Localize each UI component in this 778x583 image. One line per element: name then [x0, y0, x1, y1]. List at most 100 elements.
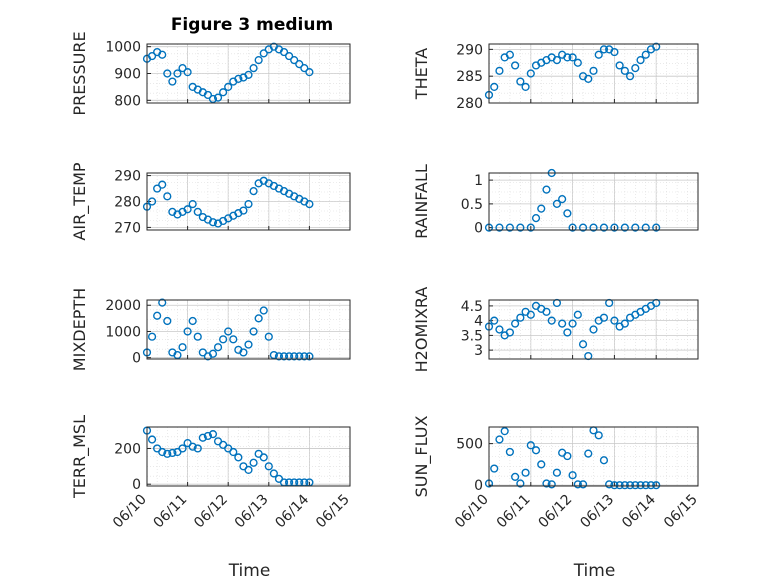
data-point: [147, 332, 157, 341]
y-tick-label: 285: [456, 69, 483, 85]
data-point: [264, 332, 273, 341]
data-point: [163, 192, 172, 201]
data-point: [269, 350, 278, 360]
data-point: [290, 55, 299, 65]
data-point: [490, 464, 499, 473]
data-point: [568, 223, 577, 232]
data-point: [578, 480, 588, 489]
data-point: [188, 199, 197, 209]
data-point: [558, 319, 567, 328]
data-point: [505, 50, 515, 59]
data-point: [573, 480, 582, 489]
data-point: [563, 53, 572, 62]
data-point: [188, 316, 197, 326]
x-tick-label: 06/13: [577, 492, 617, 532]
data-point: [178, 343, 187, 352]
figure-title: Figure 3 medium: [171, 15, 333, 35]
data-point: [249, 64, 258, 73]
data-point: [153, 311, 162, 320]
data-point: [290, 352, 299, 361]
data-point: [163, 316, 172, 326]
data-point: [490, 82, 499, 92]
data-point: [511, 472, 520, 481]
data-point: [646, 481, 656, 490]
data-point: [625, 481, 635, 490]
data-point: [259, 49, 268, 58]
data-point: [610, 223, 619, 232]
y-tick-label: 4.5: [461, 299, 483, 315]
data-point: [163, 449, 172, 458]
y-tick-label: 270: [114, 220, 141, 236]
data-series: [142, 176, 314, 228]
data-point: [173, 69, 182, 78]
data-point: [158, 447, 167, 457]
x-tick-label: 06/11: [151, 492, 191, 532]
data-point: [573, 58, 582, 67]
data-point: [599, 313, 609, 322]
data-point: [641, 481, 650, 490]
data-point: [269, 469, 278, 478]
data-point: [610, 481, 619, 490]
y-axis-label: H2OMIXRA: [412, 287, 431, 373]
axes-box: [146, 426, 351, 487]
data-point: [605, 480, 614, 489]
data-point: [631, 223, 640, 232]
data-point: [259, 453, 268, 462]
data-point: [168, 448, 177, 458]
x-tick-label: 06/11: [494, 492, 534, 532]
data-point: [521, 468, 530, 477]
data-point: [224, 327, 233, 336]
y-tick-label: 0: [132, 477, 141, 493]
data-point: [495, 325, 504, 334]
data-point: [625, 72, 635, 81]
data-point: [652, 481, 661, 490]
y-tick-label: 3.5: [461, 328, 483, 344]
data-point: [584, 449, 593, 458]
data-point: [547, 316, 556, 325]
data-point: [198, 433, 207, 442]
subplot-5: 0 1000 2000 MIXDEPTH: [70, 288, 351, 371]
data-point: [568, 53, 577, 62]
data-point: [537, 204, 546, 213]
x-axis-label: Time: [228, 561, 271, 581]
data-point: [249, 327, 258, 336]
y-axis-label: THETA: [412, 48, 431, 100]
data-point: [641, 223, 650, 232]
data-point: [531, 214, 541, 223]
data-point: [285, 51, 294, 61]
data-point: [208, 349, 218, 358]
subplot-2: 280 285 290 THETA: [412, 42, 699, 112]
data-point: [552, 199, 562, 208]
y-tick-label: 290: [456, 42, 483, 58]
data-point: [652, 223, 661, 232]
data-point: [147, 435, 157, 444]
data-point: [537, 460, 546, 469]
data-point: [193, 444, 202, 453]
data-point: [599, 456, 609, 465]
data-point: [542, 307, 551, 316]
data-point: [563, 209, 572, 218]
data-point: [178, 64, 187, 73]
data-point: [208, 94, 218, 104]
data-point: [249, 458, 258, 467]
y-tick-label: 280: [456, 96, 483, 112]
y-axis-label: AIR_TEMP: [70, 162, 90, 240]
data-point: [229, 447, 238, 457]
data-point: [594, 50, 603, 59]
subplot-4: 0 0.5 1 RAINFALL: [412, 164, 699, 239]
data-point: [568, 319, 577, 328]
axes-box: [146, 172, 351, 231]
data-point: [305, 199, 314, 209]
y-tick-label: 0.5: [461, 197, 483, 213]
data-point: [183, 68, 192, 77]
data-point: [193, 332, 202, 341]
y-tick-label: 0: [474, 221, 483, 237]
data-series: [484, 42, 661, 100]
data-point: [300, 64, 309, 73]
y-tick-label: 500: [456, 437, 483, 453]
x-tick-label: 06/15: [661, 492, 701, 532]
data-point: [516, 313, 525, 322]
data-point: [234, 453, 243, 462]
data-point: [229, 335, 238, 344]
data-point: [178, 444, 187, 453]
